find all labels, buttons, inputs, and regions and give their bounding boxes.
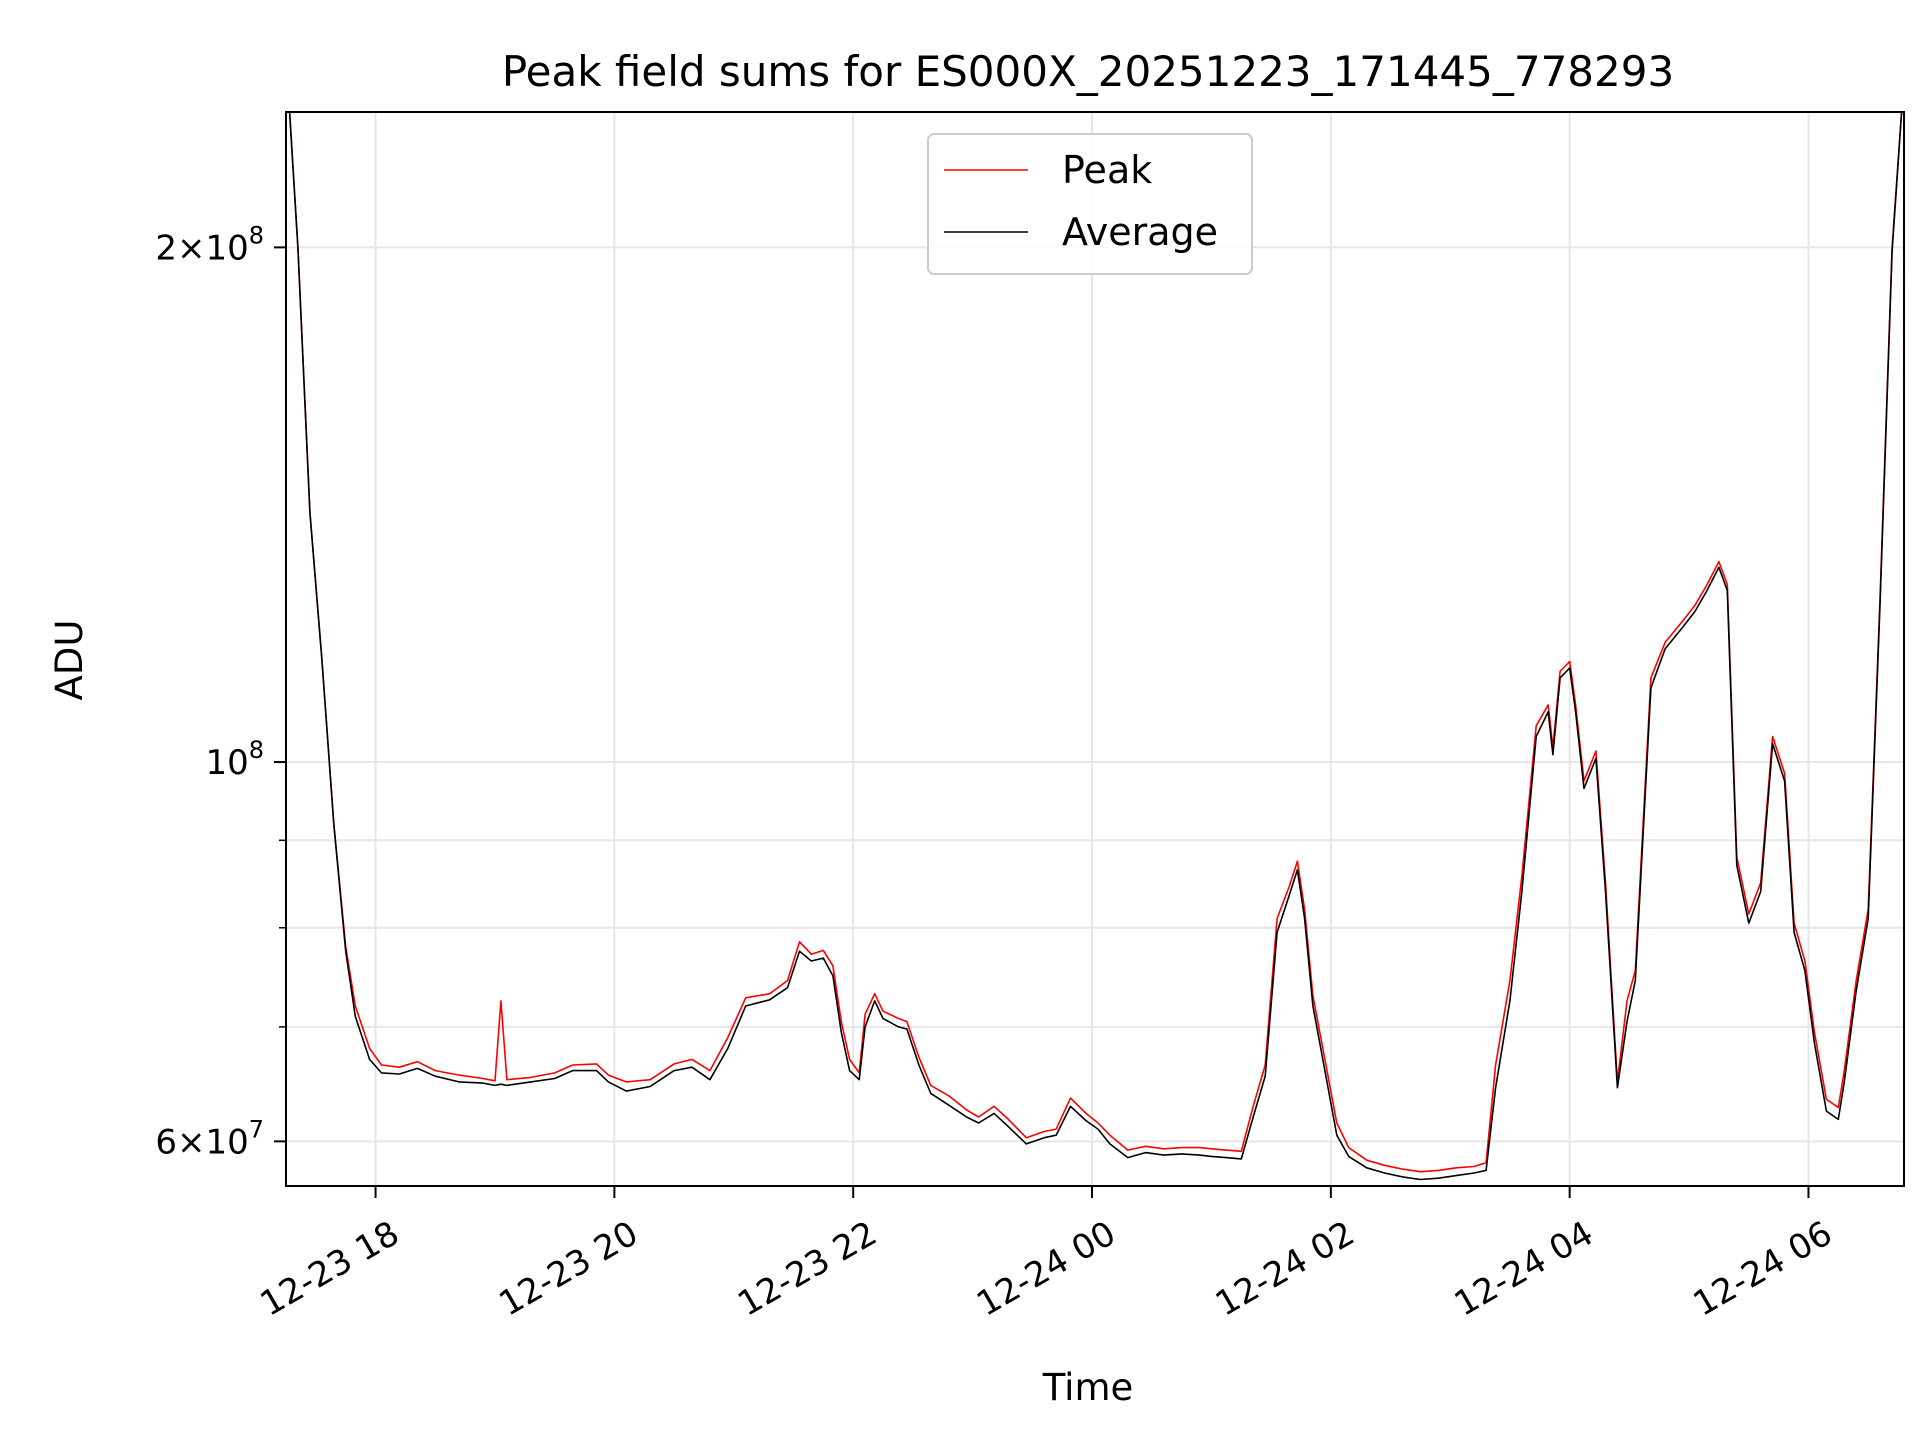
legend: Peak Average bbox=[927, 133, 1253, 275]
plot-frame bbox=[285, 111, 1905, 1187]
legend-box bbox=[927, 133, 1253, 275]
chart-title: Peak field sums for ES000X_20251223_1714… bbox=[502, 47, 1674, 96]
legend-label-average: Average bbox=[1062, 210, 1218, 254]
series-line-average bbox=[288, 112, 1903, 1181]
y-tick-label: 6×107 bbox=[155, 1115, 264, 1162]
y-tick-label: 108 bbox=[205, 736, 264, 783]
x-axis-label: Time bbox=[1042, 1366, 1134, 1409]
y-tick-label: 2×108 bbox=[155, 221, 264, 268]
y-axis-label: ADU bbox=[48, 620, 91, 701]
series-line-peak bbox=[288, 112, 1903, 1173]
legend-label-peak: Peak bbox=[1062, 148, 1152, 192]
series-layer bbox=[288, 112, 1903, 1181]
